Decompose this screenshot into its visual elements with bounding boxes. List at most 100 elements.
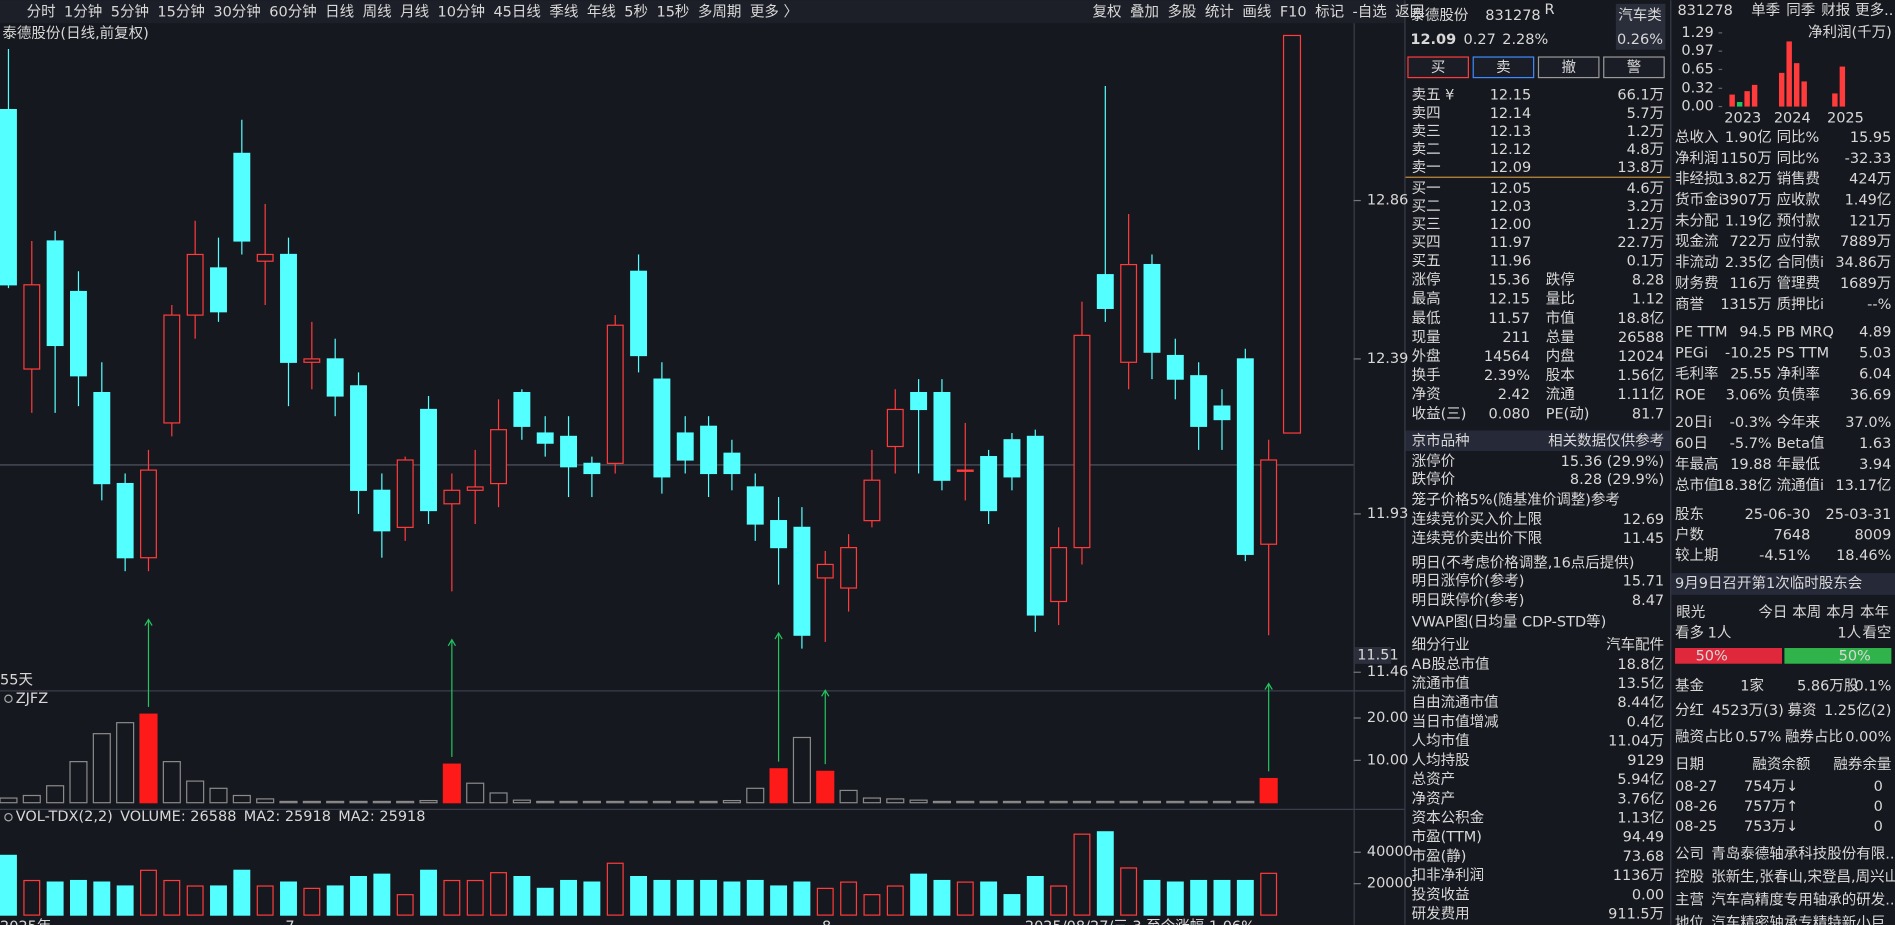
stat-label: 市值 [1546, 310, 1575, 327]
toolbar-item[interactable]: 15分钟 [157, 3, 204, 20]
f10-value: 3907万 [1720, 193, 1771, 209]
fund-value: 18.8亿 [1617, 656, 1664, 673]
fund-value: 1家 [1740, 678, 1764, 695]
toolbar-item[interactable]: 多股 [1167, 3, 1196, 20]
candle-body [140, 469, 157, 559]
candle-body [373, 489, 391, 532]
range-box [1282, 34, 1302, 434]
toolbar-item[interactable]: 季线 [549, 3, 578, 20]
volume-bar [793, 881, 811, 916]
bar [442, 763, 461, 804]
candle-body [350, 385, 367, 491]
f10-value: -5.7% [1730, 436, 1772, 452]
toolbar-item[interactable]: 年线 [587, 3, 616, 20]
button[interactable] [1603, 56, 1665, 79]
f10-label: 毛利率 [1675, 365, 1719, 382]
button[interactable] [1407, 56, 1469, 79]
toolbar-item[interactable]: 日线 [325, 3, 354, 20]
y-tick-label: 20000 [1367, 876, 1413, 892]
stat-value: 8.28 [1632, 273, 1664, 289]
tab[interactable]: 财报 [1821, 2, 1850, 19]
fund-label: 资本公积金 [1412, 810, 1485, 827]
view-period[interactable]: 本周 [1792, 604, 1821, 621]
legend-entry: VOLUME: 26588 [120, 809, 236, 825]
candle-body [606, 324, 624, 464]
book-volume: 66.1万 [1617, 88, 1664, 104]
button[interactable] [1472, 56, 1535, 79]
toolbar-item[interactable]: 60分钟 [269, 3, 316, 20]
f10-label: 同比% [1777, 150, 1820, 167]
toolbar-item[interactable]: 1分钟 [64, 3, 102, 20]
toolbar-item[interactable]: 复权 [1093, 2, 1122, 20]
button-label[interactable]: 买 [1431, 59, 1446, 76]
candle-body [793, 526, 811, 636]
view-period[interactable]: 今日 [1758, 604, 1787, 621]
bar [979, 800, 998, 804]
button-label[interactable]: 卖 [1496, 59, 1511, 76]
volume-bar [770, 885, 788, 916]
volume-bar [560, 879, 578, 916]
toolbar-item[interactable]: 统计 [1205, 3, 1234, 20]
bar [559, 800, 578, 804]
y-tick-label: 0.32 [1681, 80, 1713, 96]
candle-body [0, 108, 17, 286]
view-period[interactable]: 本月 [1826, 604, 1855, 621]
toolbar-item[interactable]: 5分钟 [111, 3, 149, 20]
toolbar-item[interactable]: 画线 [1242, 3, 1271, 20]
f10-value: 18.38亿 [1716, 477, 1772, 494]
tab[interactable]: 更多.. [1855, 2, 1893, 19]
dividend-value: 1.25亿(2) [1824, 702, 1891, 719]
button-label[interactable]: 撤 [1561, 59, 1576, 76]
toolbar-item[interactable]: F10 [1280, 4, 1307, 20]
candle-body [1096, 274, 1114, 309]
volume-bar [1050, 885, 1068, 916]
signal-arrowhead [821, 689, 830, 697]
candle-body [163, 314, 181, 424]
margin-value: 0.00% [1845, 729, 1891, 745]
legend-entry: MA2: 25918 [338, 809, 425, 825]
f10-label: PEGi [1675, 345, 1708, 361]
f10-value: 1.19亿 [1725, 212, 1772, 229]
toolbar-item[interactable]: 30分钟 [213, 3, 260, 20]
tab[interactable]: 同季 [1786, 2, 1815, 19]
volume-bar [1260, 872, 1278, 916]
fund-value: 1.13亿 [1617, 810, 1664, 827]
toolbar-item[interactable]: 标记 [1315, 3, 1344, 20]
toolbar-item[interactable]: 月线 [400, 3, 429, 20]
toolbar-item[interactable]: 返回 [1395, 3, 1424, 20]
fund-value: 73.68 [1623, 849, 1665, 865]
dividend-value: 4523万(3) [1712, 703, 1784, 719]
button-label[interactable]: 警 [1627, 59, 1642, 76]
f10-label: Beta值 [1777, 435, 1825, 452]
fund-label: 流通市值 [1412, 675, 1470, 692]
toolbar-item[interactable]: 45日线 [493, 3, 540, 20]
stat-label: 换手 [1412, 367, 1441, 384]
volume-bar [630, 875, 648, 916]
toolbar-item[interactable]: 10分钟 [438, 3, 485, 20]
y-tick-label: 12.39 [1367, 351, 1409, 367]
notice-band [1671, 573, 1895, 595]
view-title: 眼光 [1676, 604, 1705, 621]
f10-label: 预付款 [1777, 212, 1821, 229]
tab[interactable]: 单季 [1751, 2, 1780, 19]
bar [1236, 800, 1255, 804]
candle-body [560, 435, 578, 468]
button[interactable] [1537, 56, 1600, 79]
toolbar-item[interactable]: 分时 [27, 3, 56, 20]
toolbar-item[interactable]: 5秒 [624, 3, 648, 20]
toolbar-item[interactable]: -自选 [1353, 3, 1387, 20]
toolbar-item[interactable]: 周线 [363, 3, 392, 20]
bar [209, 787, 228, 804]
view-period[interactable]: 本年 [1860, 604, 1889, 621]
toolbar-item[interactable]: 叠加 [1130, 3, 1159, 20]
toolbar-item[interactable]: 多周期 [698, 3, 742, 20]
toolbar-item[interactable]: 15秒 [656, 3, 689, 20]
stat-value: 0.080 [1489, 406, 1531, 422]
book-volume: 1.2万 [1627, 217, 1665, 233]
toolbar-item[interactable]: 更多 〉 [750, 3, 798, 20]
book-label: 卖五 ¥ [1412, 87, 1455, 104]
table-header: 日期 [1675, 756, 1704, 773]
bar [162, 761, 181, 804]
f10-value: 3.06% [1726, 387, 1772, 403]
ref-label: 涨停价 [1412, 453, 1456, 470]
